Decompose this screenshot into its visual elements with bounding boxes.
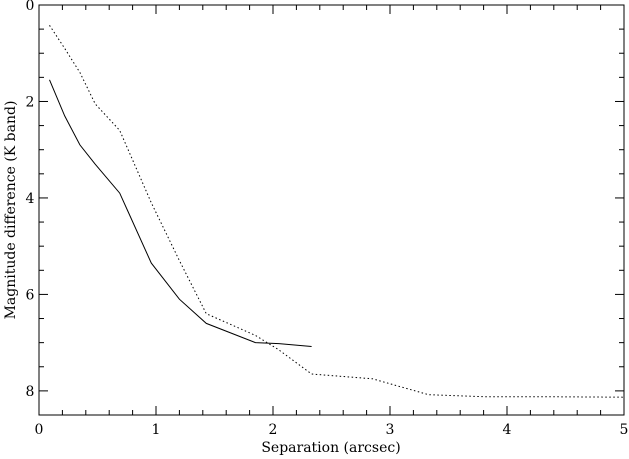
tick-marks xyxy=(38,4,625,416)
x-tick-label: 2 xyxy=(269,422,278,438)
plot-frame xyxy=(38,4,625,416)
x-tick-label: 3 xyxy=(386,422,395,438)
series-line-dotted xyxy=(49,25,625,398)
series-line-solid xyxy=(49,79,312,347)
y-tick-label: 4 xyxy=(26,191,35,207)
x-tick-label: 4 xyxy=(503,422,512,438)
series-group xyxy=(49,25,625,398)
y-tick-label: 2 xyxy=(26,94,35,110)
y-tick-label: 0 xyxy=(26,0,35,14)
tick-labels: 0 1 2 3 4 5 0 2 4 6 8 xyxy=(26,0,629,438)
x-tick-label: 0 xyxy=(35,422,44,438)
y-tick-label: 8 xyxy=(26,384,35,400)
y-tick-label: 6 xyxy=(26,287,35,303)
x-tick-label: 1 xyxy=(152,422,161,438)
y-axis-title: Magnitude difference (K band) xyxy=(3,101,19,320)
x-axis-title: Separation (arcsec) xyxy=(261,440,400,456)
x-tick-label: 5 xyxy=(620,422,629,438)
